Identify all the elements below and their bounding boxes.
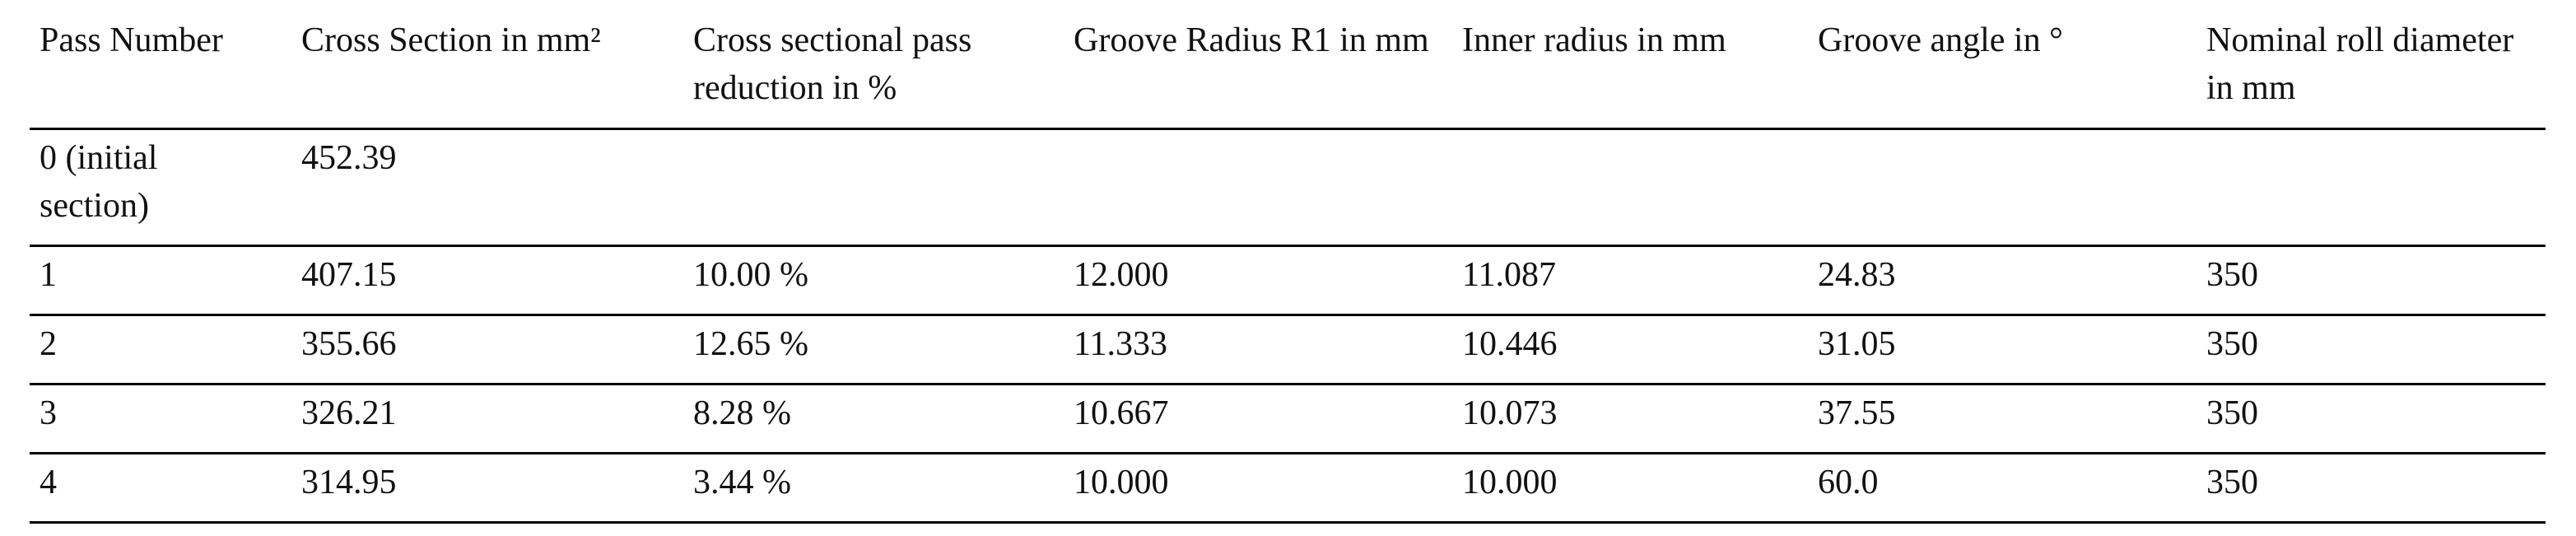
table-cell bbox=[2196, 128, 2546, 247]
table-cell: 31.05 bbox=[1808, 315, 2196, 385]
table-cell: 326.21 bbox=[291, 384, 683, 454]
table-cell: 452.39 bbox=[291, 128, 683, 247]
table-cell: 37.55 bbox=[1808, 384, 2196, 454]
table-cell: 24.83 bbox=[1808, 245, 2196, 316]
table-cell: 350 bbox=[2196, 315, 2546, 385]
table-cell: 350 bbox=[2196, 245, 2546, 316]
table-cell: 314.95 bbox=[291, 453, 683, 524]
header-cell: Inner radius in mm bbox=[1452, 0, 1808, 130]
table-cell bbox=[1808, 128, 2196, 247]
table-cell: 11.087 bbox=[1452, 245, 1808, 316]
table-cell: 10.000 bbox=[1452, 453, 1808, 524]
table-cell: 10.446 bbox=[1452, 315, 1808, 385]
table-cell: 12.65 % bbox=[683, 315, 1064, 385]
table-cell bbox=[1064, 128, 1452, 247]
table-cell: 2 bbox=[30, 315, 291, 385]
table-cell: 1 bbox=[30, 245, 291, 316]
table-cell: 4 bbox=[30, 453, 291, 524]
header-cell: Pass Number bbox=[30, 0, 291, 130]
table-cell: 11.333 bbox=[1064, 315, 1452, 385]
table-cell: 350 bbox=[2196, 384, 2546, 454]
header-cell: Cross Section in mm² bbox=[291, 0, 683, 130]
header-cell: Cross sectional pass reduction in % bbox=[683, 0, 1064, 130]
table-cell: 355.66 bbox=[291, 315, 683, 385]
table-cell: 10.667 bbox=[1064, 384, 1452, 454]
table-cell: 0 (initial section) bbox=[30, 128, 291, 247]
table-cell bbox=[683, 128, 1064, 247]
header-cell: Groove angle in ° bbox=[1808, 0, 2196, 130]
table-cell: 12.000 bbox=[1064, 245, 1452, 316]
table-row: 4 314.95 3.44 % 10.000 10.000 60.0 350 bbox=[30, 453, 2546, 524]
table-body: 0 (initial section) 452.39 1 407.15 10.00 % 1… bbox=[30, 128, 2546, 524]
table-cell: 10.000 bbox=[1064, 453, 1452, 524]
table-row: 2 355.66 12.65 % 11.333 10.446 31.05 350 bbox=[30, 315, 2546, 385]
table-cell: 10.073 bbox=[1452, 384, 1808, 454]
table-cell: 8.28 % bbox=[683, 384, 1064, 454]
table-cell: 10.00 % bbox=[683, 245, 1064, 316]
header-cell: Nominal roll diameter in mm bbox=[2196, 0, 2546, 130]
header-cell: Groove Radius R1 in mm bbox=[1064, 0, 1452, 130]
table-row: 3 326.21 8.28 % 10.667 10.073 37.55 350 bbox=[30, 384, 2546, 454]
table-cell: 60.0 bbox=[1808, 453, 2196, 524]
table-cell: 407.15 bbox=[291, 245, 683, 316]
table-row: 0 (initial section) 452.39 bbox=[30, 128, 2546, 247]
table-cell: 3 bbox=[30, 384, 291, 454]
table-cell: 3.44 % bbox=[683, 453, 1064, 524]
data-table: Pass Number Cross Section in mm² Cross sec… bbox=[30, 0, 2546, 524]
table-cell bbox=[1452, 128, 1808, 247]
table-row: 1 407.15 10.00 % 12.000 11.087 24.83 350 bbox=[30, 245, 2546, 316]
table-cell: 350 bbox=[2196, 453, 2546, 524]
header-row: Pass Number Cross Section in mm² Cross sec… bbox=[30, 0, 2546, 130]
